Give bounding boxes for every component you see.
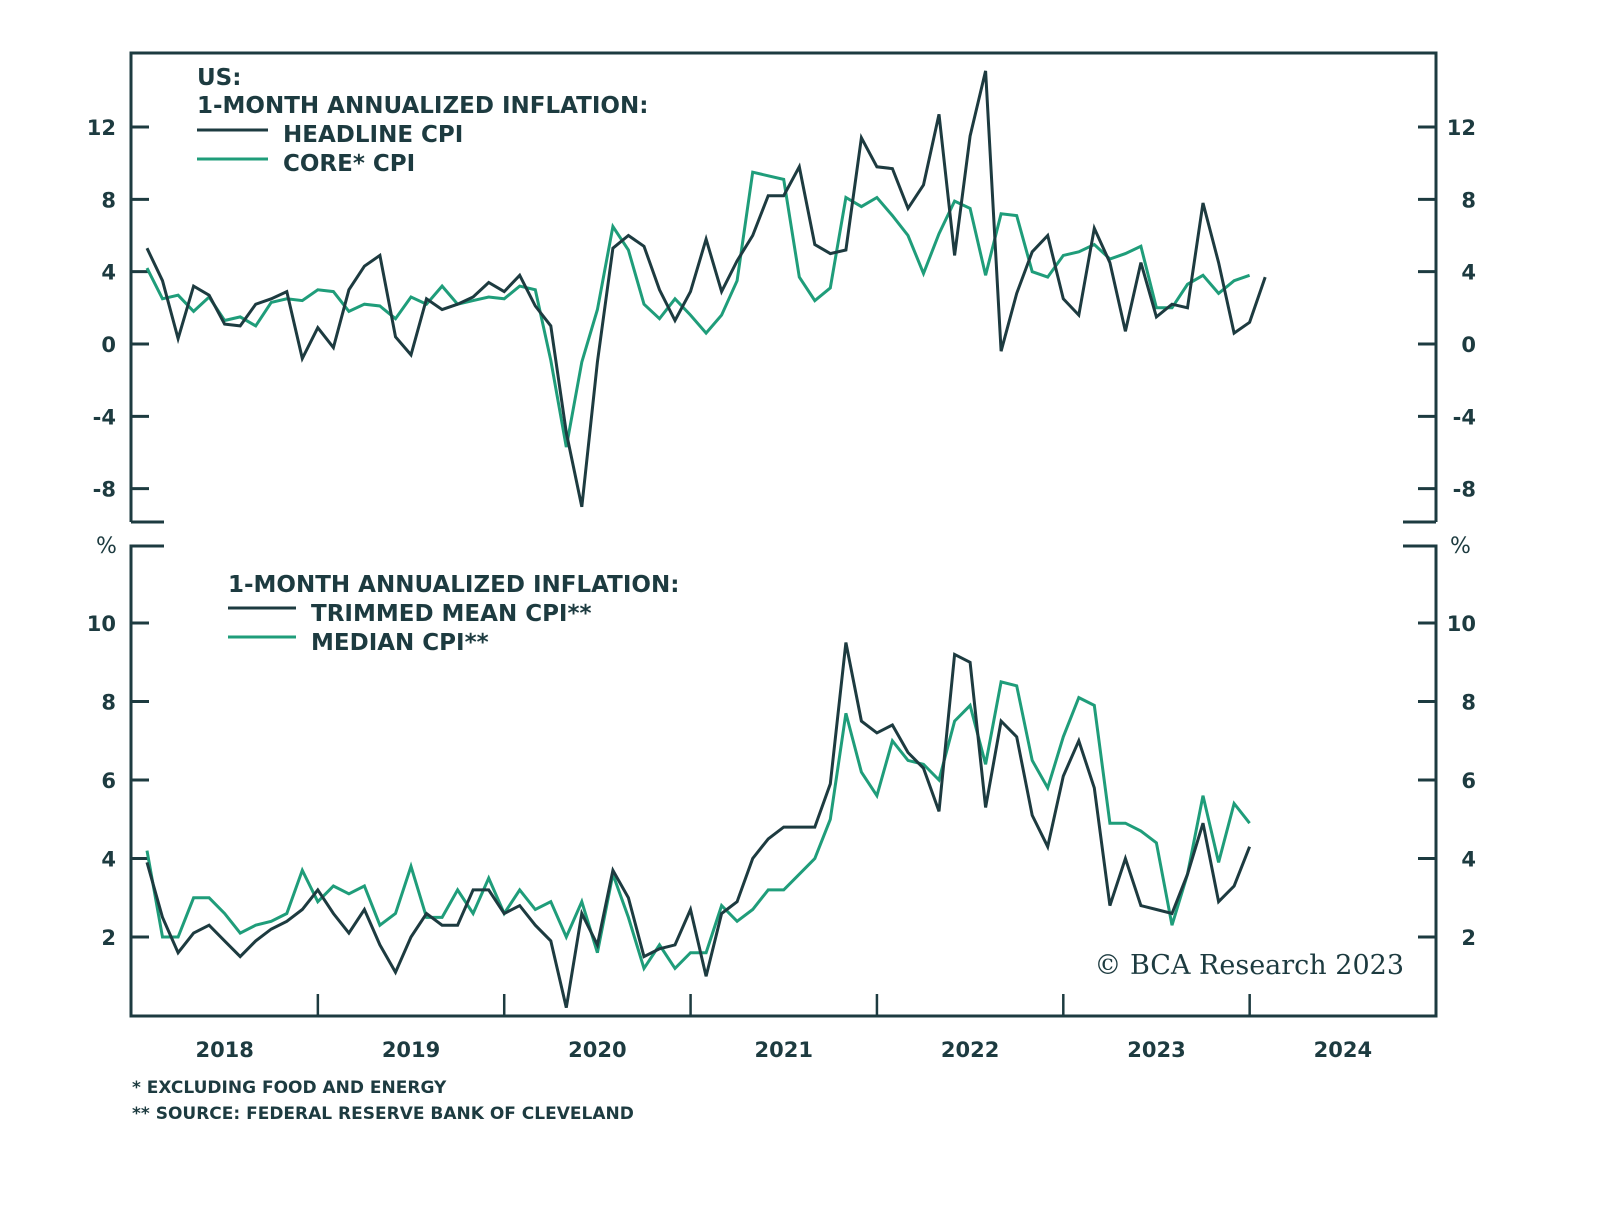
legend-label-headline: HEADLINE CPI bbox=[283, 122, 463, 148]
x-tick-label: 2018 bbox=[195, 1038, 253, 1062]
x-tick-label: 2020 bbox=[568, 1038, 626, 1062]
copyright-label: © BCA Research 2023 bbox=[1094, 950, 1404, 981]
x-tick-label: 2022 bbox=[941, 1038, 999, 1062]
bottom-ytick-label-left: 6 bbox=[101, 769, 116, 793]
bottom-panel-lines bbox=[145, 642, 1251, 1008]
top-y-axis-right: -8 -4 0 4 8 12 bbox=[1418, 116, 1476, 502]
top-ytick-label-left: 12 bbox=[87, 116, 116, 140]
top-panel-frame bbox=[129, 51, 1438, 522]
bottom-y-axis-left: 2 4 6 8 10 bbox=[87, 612, 149, 950]
bottom-ytick-label-right: 8 bbox=[1461, 691, 1476, 715]
top-ytick-label-right: 8 bbox=[1461, 188, 1476, 212]
top-ytick-label-left: 0 bbox=[101, 333, 116, 357]
bottom-ytick-label-left: 2 bbox=[101, 926, 116, 950]
top-panel-lines bbox=[145, 70, 1267, 508]
top-series-headline-cpi bbox=[145, 70, 1267, 508]
top-ytick-label-right: -4 bbox=[1453, 405, 1476, 429]
top-panel-title: US: bbox=[197, 65, 241, 91]
top-panel-subtitle: 1-MONTH ANNUALIZED INFLATION: bbox=[197, 93, 648, 119]
top-series-core-cpi bbox=[145, 170, 1251, 448]
top-ytick-label-right: 0 bbox=[1461, 333, 1476, 357]
bottom-ytick-label-right: 4 bbox=[1461, 848, 1476, 872]
bottom-y-axis-right: 2 4 6 8 10 bbox=[1418, 612, 1476, 950]
top-ytick-label-left: 4 bbox=[101, 261, 116, 285]
top-ytick-label-right: -8 bbox=[1453, 478, 1476, 502]
top-y-axis-left: -8 -4 0 4 8 12 bbox=[87, 116, 149, 502]
x-tick-label: 2023 bbox=[1127, 1038, 1185, 1062]
top-ytick-label-right: 12 bbox=[1447, 116, 1476, 140]
bottom-panel-title: 1-MONTH ANNUALIZED INFLATION: bbox=[228, 572, 679, 598]
top-ytick-label-left: -8 bbox=[93, 478, 116, 502]
bottom-panel-frame bbox=[129, 544, 1438, 1018]
bottom-series-trimmed-mean-cpi bbox=[145, 642, 1251, 1008]
legend-label-median: MEDIAN CPI** bbox=[311, 630, 489, 656]
bottom-ytick-label-left: 4 bbox=[101, 848, 116, 872]
x-tick-label: 2024 bbox=[1314, 1038, 1372, 1062]
unit-label-right: % bbox=[1450, 534, 1471, 559]
bottom-ytick-label-left: 10 bbox=[87, 612, 116, 636]
legend-label-trimmed-mean: TRIMMED MEAN CPI** bbox=[311, 601, 592, 627]
chart-frame bbox=[129, 51, 1438, 1018]
unit-label-left: % bbox=[96, 534, 117, 559]
x-axis: 2018 2019 2020 2021 2022 2023 2024 bbox=[195, 994, 1372, 1062]
footnote-core: * EXCLUDING FOOD AND ENERGY bbox=[132, 1078, 447, 1098]
x-tick-label: 2021 bbox=[755, 1038, 813, 1062]
bottom-ytick-label-left: 8 bbox=[101, 691, 116, 715]
footnote-source: ** SOURCE: FEDERAL RESERVE BANK OF CLEVE… bbox=[132, 1104, 634, 1124]
legend-label-core: CORE* CPI bbox=[283, 151, 415, 177]
top-ytick-label-right: 4 bbox=[1461, 261, 1476, 285]
x-tick-label: 2019 bbox=[382, 1038, 440, 1062]
bottom-series-median-cpi bbox=[145, 680, 1251, 972]
top-ytick-label-left: -4 bbox=[93, 405, 116, 429]
bottom-ytick-label-right: 10 bbox=[1447, 612, 1476, 636]
bottom-ytick-label-right: 6 bbox=[1461, 769, 1476, 793]
bottom-ytick-label-right: 2 bbox=[1461, 926, 1476, 950]
top-ytick-label-left: 8 bbox=[101, 188, 116, 212]
